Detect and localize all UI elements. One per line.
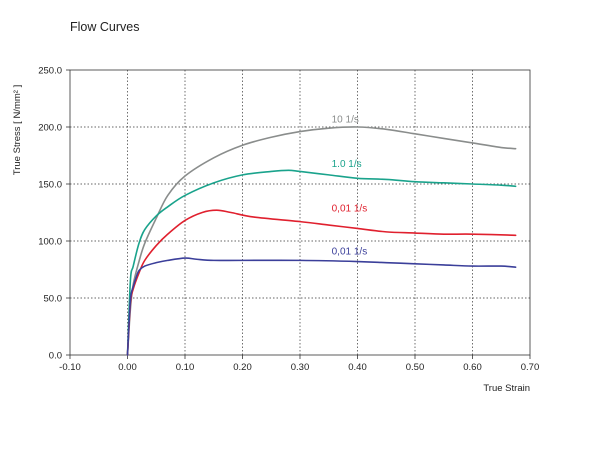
y-tick-label: 50.0 (44, 294, 63, 305)
series-label: 0,01 1/s (332, 247, 368, 258)
series-line-0-01-per-s-blue (126, 257, 517, 356)
x-tick-label: 0.70 (521, 362, 540, 373)
x-tick-label: 0.40 (348, 362, 367, 373)
x-tick-label: 0.60 (463, 362, 482, 373)
y-tick-label: 200.0 (38, 123, 62, 134)
y-tick-label: 150.0 (38, 180, 62, 191)
grid-lines (70, 70, 530, 355)
series-labels: 10 1/s 1.0 1/s 0,01 1/s 0,01 1/s (332, 114, 368, 257)
y-axis-label: True Stress [ N/mm² ] (12, 85, 23, 175)
x-tick-label: 0.10 (176, 362, 195, 373)
x-tick-label: -0.10 (59, 362, 81, 373)
axes (66, 69, 531, 359)
series-line-1-per-s (126, 169, 517, 356)
x-tick-label: 0.00 (118, 362, 137, 373)
series-lines (126, 126, 517, 356)
series-label: 0,01 1/s (332, 203, 368, 214)
x-tick-label: 0.30 (291, 362, 310, 373)
y-tick-label: 250.0 (38, 66, 62, 77)
series-line-0-01-per-s-red (126, 209, 517, 356)
tick-labels: -0.10 0.00 0.10 0.20 0.30 0.40 0.50 0.60 0.70 0.0… (38, 66, 539, 374)
series-label: 1.0 1/s (332, 159, 362, 170)
x-axis-label: True Strain (483, 383, 530, 394)
y-tick-label: 100.0 (38, 237, 62, 248)
series-line-10-per-s (126, 126, 517, 356)
x-tick-label: 0.20 (233, 362, 252, 373)
series-label: 10 1/s (332, 114, 359, 125)
chart-title: Flow Curves (70, 20, 140, 34)
y-tick-label: 0.0 (49, 351, 62, 362)
x-tick-label: 0.50 (406, 362, 425, 373)
